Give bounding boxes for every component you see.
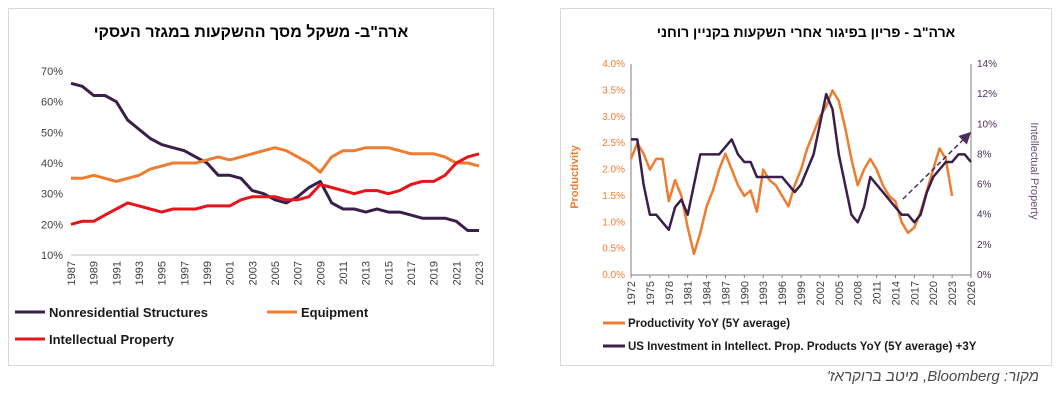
left-series-group (70, 81, 480, 232)
left-series-line-1 (71, 146, 480, 183)
left-chart-svg: ארה"ב- משקל מסך ההשקעות במגזר העסקי 10% 2… (15, 23, 486, 347)
right-x-tick-label: 1990 (739, 281, 751, 305)
right-y2-tick-label: 10% (977, 119, 997, 130)
left-x-tick-label: 2013 (361, 261, 373, 285)
right-x-tick-label: 2023 (947, 281, 959, 305)
right-chart-title: ארה"ב - פריון בפיגור אחרי השקעות בקניין … (657, 24, 956, 40)
left-series-line-2 (70, 152, 480, 226)
right-y-tick-label: 1.5% (602, 191, 625, 202)
left-x-tick-label: 2007 (293, 261, 305, 285)
left-x-tick-label: 1987 (66, 261, 78, 285)
right-x-tick-label: 1975 (645, 281, 657, 305)
right-y-tick-label: 3.5% (602, 85, 625, 96)
left-x-tick-label: 2017 (406, 261, 418, 285)
right-y-ticks: 0.0% 0.5% 1.0% 1.5% 2.0% 2.5% 3.0% 3.5% 4.0% (602, 59, 625, 281)
left-x-tick-label: 2001 (225, 261, 237, 285)
right-y-axis-title: Productivity (569, 144, 581, 208)
left-x-ticks: 1987 1989 1991 1993 1995 1997 1999 2001 2003 2005… (66, 261, 486, 285)
right-x-tick-label: 2017 (909, 281, 921, 305)
right-series-line-0 (629, 89, 954, 256)
right-x-ticks: 1972 1975 1978 1981 1984 1987 1990 1993 1996 1999… (626, 275, 978, 305)
left-x-tick-label: 2023 (474, 261, 486, 285)
left-x-tick-label: 2019 (429, 261, 441, 285)
right-y2-tick-label: 2% (977, 240, 992, 251)
right-x-tick-label: 1996 (777, 281, 789, 305)
right-x-tick-label: 1993 (758, 281, 770, 305)
right-series-line-1 (631, 92, 972, 232)
right-y-tick-label: 4.0% (602, 59, 625, 70)
left-x-tick-label: 1997 (179, 261, 191, 285)
left-x-tick-label: 2003 (247, 261, 259, 285)
left-x-tick-label: 2009 (315, 261, 327, 285)
right-chart-panel: ארה"ב - פריון בפיגור אחרי השקעות בקניין … (560, 8, 1052, 366)
source-note: מקור: Bloomberg, מיטב ברוקראז' (826, 368, 1039, 385)
left-x-tick-label: 2005 (270, 261, 282, 285)
left-series-line-0 (70, 81, 479, 232)
right-x-tick-label: 2026 (966, 281, 978, 305)
right-y-tick-label: 1.0% (602, 217, 625, 228)
right-x-tick-label: 2008 (853, 281, 865, 305)
right-x-tick-label: 2020 (928, 281, 940, 305)
right-x-tick-label: 2011 (872, 281, 884, 305)
right-x-tick-label: 1981 (683, 281, 695, 305)
left-x-tick-label: 1999 (202, 261, 214, 285)
right-y2-tick-label: 6% (977, 180, 992, 191)
right-x-tick-label: 1999 (796, 281, 808, 305)
left-x-tick-label: 1993 (134, 261, 146, 285)
left-y-tick-label: 40% (41, 158, 63, 170)
left-x-tick-label: 1989 (89, 261, 101, 285)
right-x-tick-label: 2002 (815, 281, 827, 305)
right-y-tick-label: 3.0% (602, 112, 625, 123)
legend-label-productivity: Productivity YoY (5Y average) (628, 318, 790, 330)
left-x-tick-label: 1991 (111, 261, 123, 285)
legend-label-equipment: Equipment (301, 305, 369, 320)
left-y-tick-label: 10% (41, 250, 63, 262)
right-x-tick-label: 1972 (626, 281, 638, 305)
right-y2-ticks: 0% 2% 4% 6% 8% 10% 12% 14% (977, 59, 997, 281)
right-series-group (629, 89, 972, 256)
right-y2-tick-label: 0% (977, 270, 992, 281)
right-x-tick-label: 2014 (890, 281, 902, 305)
legend-label-structures: Nonresidential Structures (49, 305, 208, 320)
right-x-tick-label: 1978 (664, 281, 676, 305)
right-chart-svg: ארה"ב - פריון בפיגור אחרי השקעות בקניין … (569, 24, 1040, 353)
legend-label-ip: Intellectual Property (49, 332, 175, 347)
left-chart-panel: ארה"ב- משקל מסך ההשקעות במגזר העסקי 10% 2… (8, 8, 494, 366)
left-y-tick-label: 60% (41, 97, 63, 109)
right-y2-axis-title: Intellectual Property (1028, 122, 1040, 220)
right-y2-tick-label: 12% (977, 89, 997, 100)
left-x-tick-label: 2021 (451, 261, 463, 285)
left-y-tick-label: 70% (41, 66, 63, 78)
right-y2-tick-label: 4% (977, 210, 992, 221)
right-y2-tick-label: 8% (977, 149, 992, 160)
right-y-tick-label: 0.5% (602, 244, 625, 255)
right-x-tick-label: 1987 (720, 281, 732, 305)
right-y-tick-label: 0.0% (602, 270, 625, 281)
left-y-tick-label: 50% (41, 127, 63, 139)
left-y-ticks: 10% 20% 30% 40% 50% 60% 70% (41, 66, 63, 262)
right-x-tick-label: 1984 (702, 281, 714, 305)
left-y-tick-label: 30% (41, 189, 63, 201)
right-y-tick-label: 2.5% (602, 138, 625, 149)
left-x-tick-label: 1995 (157, 261, 169, 285)
left-chart-title: ארה"ב- משקל מסך ההשקעות במגזר העסקי (94, 23, 409, 41)
right-y-tick-label: 2.0% (602, 165, 625, 176)
right-x-tick-label: 2005 (834, 281, 846, 305)
left-y-tick-label: 20% (41, 219, 63, 231)
left-x-tick-label: 2011 (338, 261, 350, 285)
left-x-tick-label: 2015 (383, 261, 395, 285)
trend-arrow (902, 131, 972, 200)
legend-label-ip-investment: US Investment in Intellect. Prop. Produc… (628, 341, 977, 353)
right-y2-tick-label: 14% (977, 59, 997, 70)
